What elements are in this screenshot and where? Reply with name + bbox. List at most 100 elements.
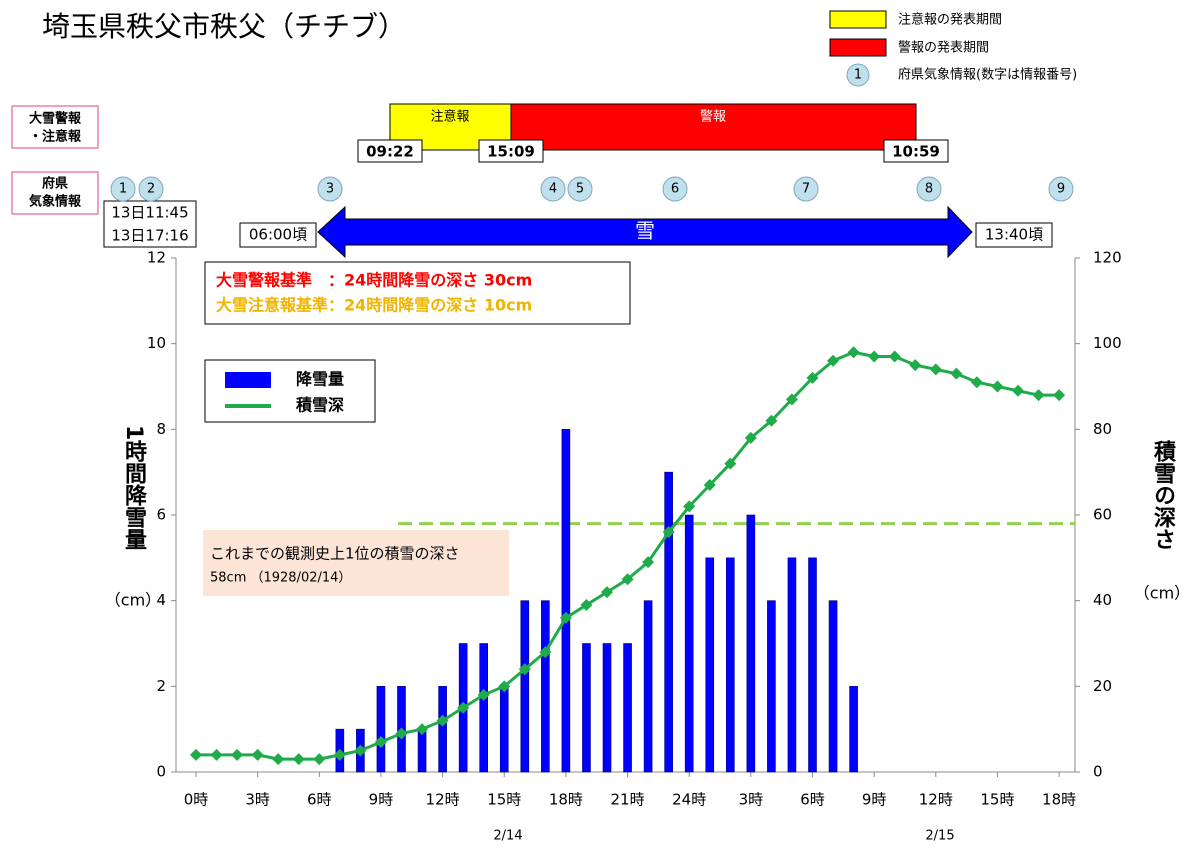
info-circle: [138, 176, 164, 202]
y-tick-label: 12: [147, 249, 166, 267]
legend-symbol: 1: [854, 68, 862, 83]
y2-tick-label: 60: [1093, 506, 1112, 524]
info-number: 8: [925, 182, 933, 197]
y2-axis-title: 積雪の深さ: [1150, 440, 1176, 550]
marker: [847, 346, 860, 359]
x-tick-label: 3時: [245, 791, 270, 809]
marker: [662, 526, 675, 539]
criteria-text: 大雪注意報基準：24時間降雪の深さ 10cm: [216, 296, 532, 315]
x-tick-label: 6時: [307, 791, 332, 809]
legend-label: 警報の発表期間: [898, 40, 989, 56]
info-number: 1: [119, 182, 127, 197]
marker: [559, 611, 572, 624]
row-label-box: [11, 171, 99, 215]
x-tick-label: 18時: [549, 791, 583, 809]
snow-arrow: [317, 205, 973, 259]
marker: [929, 363, 942, 376]
info-circle: [662, 176, 688, 202]
bar: [664, 471, 673, 773]
legend-swatch: [829, 10, 887, 29]
legend-label: 降雪量: [296, 370, 344, 389]
info-number: 3: [326, 182, 334, 197]
bar: [705, 557, 715, 773]
marker: [1053, 389, 1066, 402]
x-tick-label: 6時: [800, 791, 825, 809]
row-label-box: [11, 105, 99, 149]
y-axis-title: 1時間降雪量: [121, 425, 147, 551]
x-tick-label: 0時: [184, 791, 209, 809]
x-tick-label: 3時: [739, 791, 764, 809]
y2-tick-label: 20: [1093, 677, 1112, 695]
marker: [601, 586, 613, 599]
bar: [520, 600, 530, 773]
info-number: 2: [147, 182, 155, 197]
time-box: [478, 139, 544, 163]
snow-label: 雪: [635, 219, 655, 243]
warning-bar: [510, 103, 917, 151]
info-number: 7: [802, 182, 810, 197]
bar: [479, 643, 489, 773]
info-number: 9: [1057, 182, 1065, 197]
x-tick-label: 15時: [980, 791, 1014, 809]
x-tick-label: 15時: [487, 791, 521, 809]
marker: [251, 748, 264, 761]
y-tick-label: 4: [156, 591, 166, 609]
marker: [806, 371, 819, 384]
row-label: 気象情報: [29, 194, 82, 210]
bar: [417, 728, 427, 773]
marker: [765, 414, 778, 427]
legend-label: 府県気象情報(数字は情報番号): [898, 67, 1077, 83]
bar: [376, 686, 386, 773]
bar: [582, 643, 591, 773]
bar: [787, 557, 797, 773]
record-box: [203, 530, 509, 596]
x-tick-label: 9時: [862, 791, 887, 809]
marker: [744, 431, 757, 444]
y2-tick-label: 120: [1093, 249, 1122, 267]
x-tick-label: 18時: [1042, 791, 1076, 809]
marker: [313, 753, 326, 766]
bar: [561, 429, 571, 773]
bar: [808, 557, 817, 773]
marker: [785, 393, 798, 406]
bar: [643, 600, 653, 773]
time-box: [357, 139, 423, 163]
time-label: 10:59: [892, 143, 940, 161]
marker: [539, 646, 552, 659]
marker: [231, 748, 244, 761]
bar: [541, 600, 550, 773]
y-tick-label: 6: [156, 506, 166, 524]
marker: [416, 723, 429, 736]
marker: [457, 701, 470, 714]
warning-label: 警報: [700, 109, 726, 125]
time-box: [239, 222, 317, 248]
bar: [623, 643, 632, 773]
record-label: これまでの観測史上1位の積雪の深さ: [210, 545, 460, 563]
marker: [724, 457, 737, 470]
record-label: 58cm （1928/02/14）: [210, 571, 351, 586]
info-number: 5: [576, 182, 584, 197]
y2-tick-label: 100: [1093, 334, 1122, 352]
info-circle: [916, 176, 942, 202]
criteria-box: [204, 261, 631, 325]
marker: [518, 663, 531, 676]
legend-box: [204, 359, 376, 423]
bar: [767, 600, 776, 773]
bar: [849, 686, 858, 773]
marker: [1012, 384, 1024, 397]
legend-label: 注意報の発表期間: [898, 12, 1002, 28]
marker: [868, 350, 881, 363]
info-circle: [110, 176, 136, 202]
date-label: 2/15: [925, 829, 954, 844]
row-label: 府県: [42, 176, 68, 192]
marker: [827, 354, 840, 367]
info-number: 6: [671, 182, 679, 197]
row-label: 大雪警報: [29, 111, 82, 127]
row-label: ・注意報: [29, 129, 82, 145]
marker: [683, 500, 696, 513]
marker: [950, 367, 963, 380]
info-time-box: [103, 200, 197, 248]
time-label: 09:22: [366, 143, 414, 161]
marker: [1032, 389, 1045, 402]
legend-label: 積雪深: [295, 396, 344, 415]
